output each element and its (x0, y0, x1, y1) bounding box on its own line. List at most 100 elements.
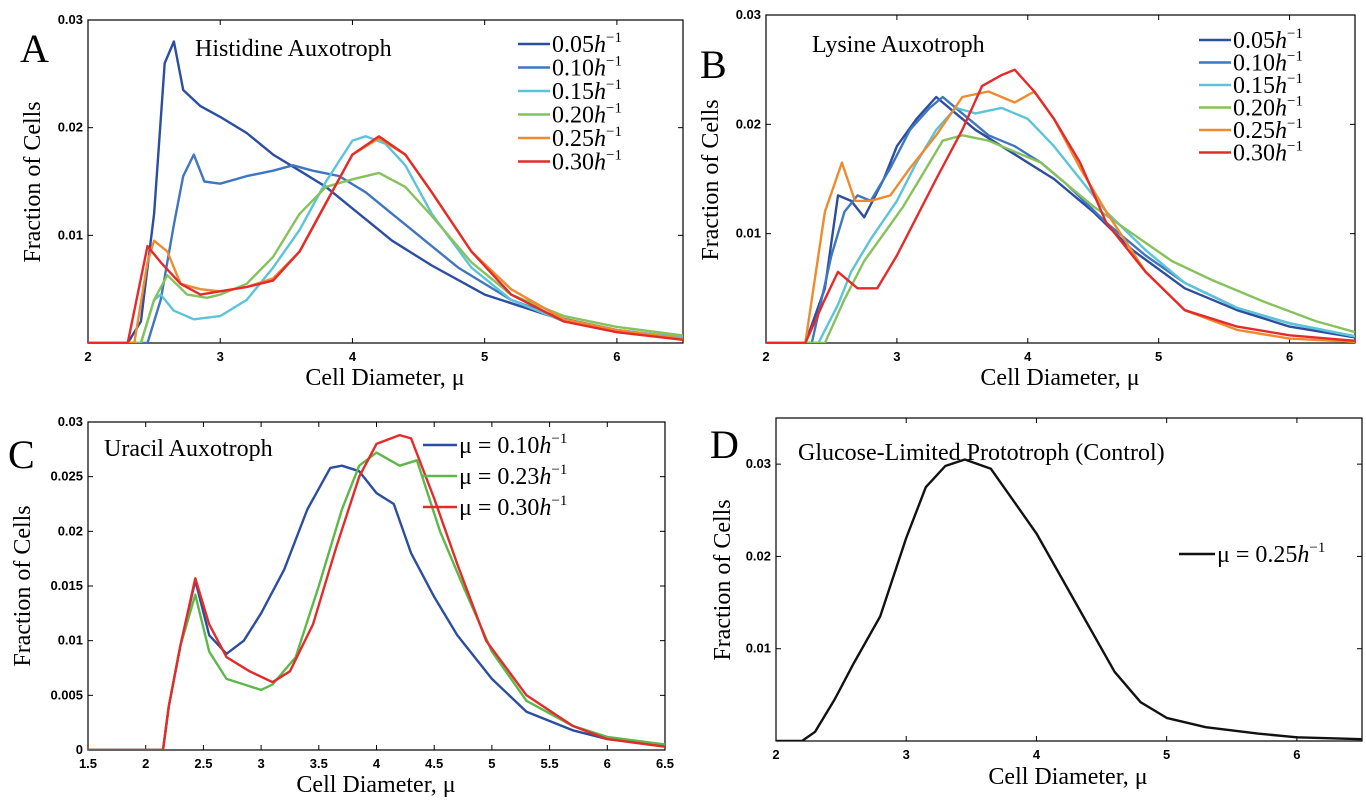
legend-exponent: −1 (551, 493, 567, 509)
y-tick-label: 0.005 (50, 687, 83, 702)
x-tick-label: 2 (84, 349, 91, 364)
legend-entry: μ = 0.10h−1 (459, 431, 567, 459)
legend-entry: 0.10h−1 (552, 54, 622, 82)
legend-unit: h (539, 464, 551, 490)
legend-entry: 0.10h−1 (1233, 49, 1303, 77)
legend-entry: 0.30h−1 (1233, 139, 1303, 167)
legend-entry: 0.20h−1 (1233, 94, 1303, 122)
legend-unit: h (1275, 28, 1287, 54)
y-tick-label: 0.02 (58, 523, 83, 538)
legend-unit: h (1275, 73, 1287, 99)
y-tick-label: 0.03 (736, 7, 761, 22)
series-line-a-2 (88, 135, 683, 343)
legend-value: μ = 0.10 (459, 433, 539, 459)
x-tick-label: 5 (488, 756, 495, 771)
legend-unit: h (594, 103, 606, 129)
panel-letter: A (20, 26, 49, 71)
x-tick-label: 2 (762, 349, 769, 364)
series-line-a-1 (88, 153, 683, 343)
legend-unit: h (594, 32, 606, 58)
series-line-b-0 (766, 95, 1355, 343)
legend: 0.05h−10.10h−10.15h−10.20h−10.25h−10.30h… (518, 30, 622, 176)
legend-value: 0.10 (552, 56, 594, 82)
series-line-c-1 (88, 451, 665, 750)
x-axis-label: Cell Diameter, μ (296, 772, 455, 798)
legend-value: 0.05 (552, 32, 594, 58)
legend-unit: h (539, 433, 551, 459)
x-tick-label: 4 (1024, 349, 1032, 364)
legend-exponent: −1 (1287, 71, 1303, 87)
legend-entry: μ = 0.25h−1 (1217, 540, 1325, 568)
y-tick-label: 0.03 (58, 12, 83, 27)
panel-letter: C (8, 432, 35, 477)
legend-value: μ = 0.23 (459, 464, 539, 490)
x-tick-label: 2.5 (194, 756, 212, 771)
legend-value: 0.05 (1233, 28, 1275, 54)
plot-frame (87, 421, 666, 751)
x-axis-label: Cell Diameter, μ (980, 365, 1139, 391)
y-tick-label: 0.01 (736, 226, 761, 241)
panel-c: 1.5 2 2.5 3 3.5 4 4.5 5 5.5 6 6.5 0 0.005 0.01 0.015 0.… (8, 414, 674, 798)
legend-value: 0.30 (552, 150, 594, 176)
legend-value: 0.30 (1233, 141, 1275, 167)
legend-value: 0.25 (1233, 118, 1275, 144)
x-tick-label: 4 (349, 349, 357, 364)
legend-entry: 0.20h−1 (552, 101, 622, 129)
legend-unit: h (594, 150, 606, 176)
series-line-b-5 (766, 68, 1355, 343)
legend-exponent: −1 (606, 54, 622, 70)
x-tick-label: 2 (772, 747, 779, 762)
x-axis-label: Cell Diameter, μ (305, 365, 464, 391)
legend-entry: 0.15h−1 (1233, 71, 1303, 99)
series-line-a-0 (88, 40, 683, 343)
y-axis-label: Fraction of Cells (698, 99, 724, 260)
x-tick-label: 2 (142, 756, 149, 771)
legend-entry: μ = 0.23h−1 (459, 462, 567, 490)
panel-b: 2 3 4 5 60.010.020.030.05h−10.10h−10.15h−10.… (698, 7, 1356, 391)
x-tick-label: 5.5 (541, 756, 559, 771)
x-tick-label: 4.5 (425, 756, 443, 771)
legend-value: 0.10 (1233, 51, 1275, 77)
series-line-b-2 (766, 106, 1355, 343)
legend-unit: h (1297, 542, 1309, 568)
legend-unit: h (539, 495, 551, 521)
x-tick-label: 6 (613, 349, 620, 364)
y-tick-label: 0.01 (58, 633, 83, 648)
legend-value: 0.20 (1233, 96, 1275, 122)
legend-value: 0.25 (552, 126, 594, 152)
legend-entry: μ = 0.30h−1 (459, 493, 567, 521)
legend: μ = 0.25h−1 (1179, 540, 1325, 568)
y-tick-label: 0.02 (58, 120, 83, 135)
legend-value: 0.20 (552, 103, 594, 129)
legend-exponent: −1 (551, 462, 567, 478)
legend-unit: h (594, 56, 606, 82)
chart-title: Glucose-Limited Prototroph (Control) (798, 440, 1165, 466)
x-tick-label: 3 (903, 747, 910, 762)
legend-exponent: −1 (1287, 116, 1303, 132)
y-tick-label: 0.03 (746, 456, 771, 471)
x-tick-label: 3.5 (310, 756, 328, 771)
legend-value: μ = 0.25 (1217, 542, 1297, 568)
x-tick-label: 5 (1155, 349, 1162, 364)
x-tick-label: 3 (893, 349, 900, 364)
y-axis-label: Fraction of Cells (10, 505, 36, 666)
y-tick-label: 0 (76, 742, 83, 757)
legend-unit: h (1275, 96, 1287, 122)
legend-value: μ = 0.30 (459, 495, 539, 521)
legend-exponent: −1 (1287, 49, 1303, 65)
legend-exponent: −1 (606, 30, 622, 46)
y-tick-label: 0.03 (58, 414, 83, 429)
plot-frame (87, 19, 684, 344)
x-tick-label: 4 (373, 756, 381, 771)
x-tick-label: 6.5 (656, 756, 674, 771)
x-tick-label: 1.5 (79, 756, 97, 771)
x-tick-label: 3 (217, 349, 224, 364)
series-line-d-0 (776, 458, 1362, 741)
legend-entry: 0.25h−1 (552, 124, 622, 152)
legend-value: 0.15 (1233, 73, 1275, 99)
series-line-b-1 (766, 95, 1355, 343)
legend-unit: h (594, 126, 606, 152)
legend-exponent: −1 (1287, 139, 1303, 155)
legend-exponent: −1 (1309, 540, 1325, 556)
